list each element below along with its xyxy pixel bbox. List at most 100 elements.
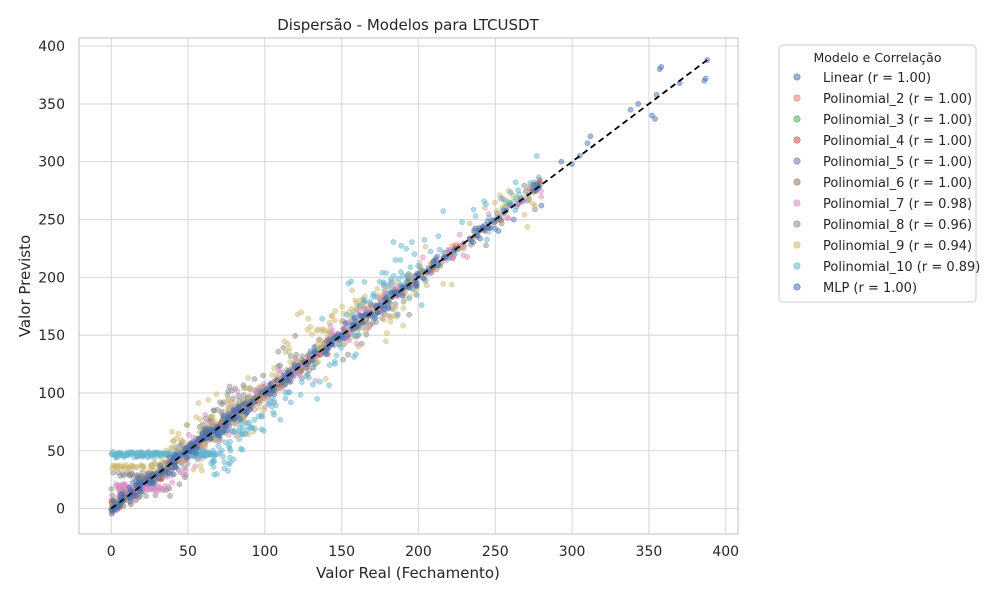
legend-items: Linear (r = 1.00) Polinomial_2 (r = 1.00)… xyxy=(793,71,980,296)
point-8 xyxy=(381,316,387,323)
point-10 xyxy=(506,201,513,208)
legend-marker xyxy=(793,157,801,165)
point-7 xyxy=(143,493,149,499)
point-8 xyxy=(245,374,251,381)
point-8 xyxy=(321,327,328,333)
point-9 xyxy=(251,417,258,423)
point-9 xyxy=(204,449,211,455)
point-0 xyxy=(342,320,349,327)
y-tick-label: 400 xyxy=(38,39,65,55)
point-6 xyxy=(346,337,352,344)
point-7 xyxy=(400,298,407,305)
point-9 xyxy=(357,303,363,309)
point-8 xyxy=(383,338,389,345)
point-9 xyxy=(236,428,243,435)
point-8 xyxy=(355,343,362,350)
y-tick-label: 350 xyxy=(38,97,65,113)
x-axis-label: Valor Real (Fechamento) xyxy=(316,564,500,582)
point-9 xyxy=(459,219,465,225)
point-8 xyxy=(305,315,312,322)
point-9 xyxy=(400,273,406,279)
point-8 xyxy=(492,199,498,206)
point-9 xyxy=(117,450,123,457)
point-9 xyxy=(508,189,514,196)
point-9 xyxy=(219,447,225,454)
point-8 xyxy=(328,313,335,320)
point-8 xyxy=(271,365,278,372)
point-7 xyxy=(108,486,115,492)
point-9 xyxy=(236,436,243,442)
point-9 xyxy=(343,312,350,318)
point-9 xyxy=(415,262,421,269)
point-10 xyxy=(381,303,388,309)
point-9 xyxy=(225,468,231,474)
point-9 xyxy=(421,236,428,243)
point-9 xyxy=(314,396,320,402)
point-0 xyxy=(170,471,177,478)
point-8 xyxy=(309,331,315,337)
x-tick-label: 0 xyxy=(107,544,116,560)
point-10 xyxy=(230,407,236,414)
tick-labels: 0 50 100 150 200 250 300 350 400 0 50 100 150 200 250 3… xyxy=(38,39,739,560)
point-8 xyxy=(178,436,184,443)
point-10 xyxy=(243,409,250,416)
point-8 xyxy=(149,461,155,468)
point-8 xyxy=(422,243,429,250)
point-7 xyxy=(498,220,505,227)
point-9 xyxy=(510,198,517,205)
legend-marker xyxy=(793,94,801,102)
point-8 xyxy=(282,349,289,355)
point-7 xyxy=(127,472,133,479)
point-9 xyxy=(230,456,237,463)
point-8 xyxy=(168,444,175,451)
point-8 xyxy=(440,281,446,287)
point-high xyxy=(584,140,591,147)
reference-line xyxy=(110,59,708,510)
axes-frame xyxy=(78,37,739,535)
legend-marker xyxy=(793,115,801,123)
point-9 xyxy=(309,381,316,388)
point-9 xyxy=(406,295,413,302)
point-7 xyxy=(406,311,413,318)
point-8 xyxy=(307,324,314,330)
point-10 xyxy=(420,275,427,281)
plot-area-border xyxy=(78,37,739,535)
point-0 xyxy=(430,258,437,264)
point-6 xyxy=(177,469,184,476)
point-0 xyxy=(284,377,291,384)
point-9 xyxy=(282,395,289,402)
point-9 xyxy=(394,311,401,318)
point-9 xyxy=(383,270,389,276)
point-10 xyxy=(173,452,180,459)
point-6 xyxy=(151,485,157,492)
point-6 xyxy=(456,231,463,238)
legend-marker xyxy=(793,199,801,207)
point-10 xyxy=(258,388,265,395)
point-8 xyxy=(362,328,369,335)
point-7 xyxy=(109,492,116,499)
point-9 xyxy=(512,179,519,186)
legend-marker xyxy=(793,220,801,228)
point-0 xyxy=(404,278,410,284)
point-6 xyxy=(445,246,452,253)
y-tick-label: 50 xyxy=(47,444,65,460)
point-high xyxy=(558,158,565,165)
x-tick-label: 200 xyxy=(405,544,432,560)
point-9 xyxy=(535,174,542,181)
legend-label: Polinomial_2 (r = 1.00) xyxy=(823,92,972,107)
legend-label: Polinomial_5 (r = 1.00) xyxy=(823,155,972,170)
point-9 xyxy=(512,207,519,214)
legend-marker xyxy=(793,136,801,144)
point-8 xyxy=(110,462,116,469)
point-6 xyxy=(253,388,259,395)
point-8 xyxy=(332,308,339,314)
point-8 xyxy=(255,404,262,411)
point-8 xyxy=(365,323,372,330)
point-9 xyxy=(502,199,509,205)
point-8 xyxy=(213,391,220,397)
point-9 xyxy=(418,302,425,308)
point-10 xyxy=(133,492,140,499)
point-6 xyxy=(420,254,426,261)
point-7 xyxy=(167,493,173,499)
